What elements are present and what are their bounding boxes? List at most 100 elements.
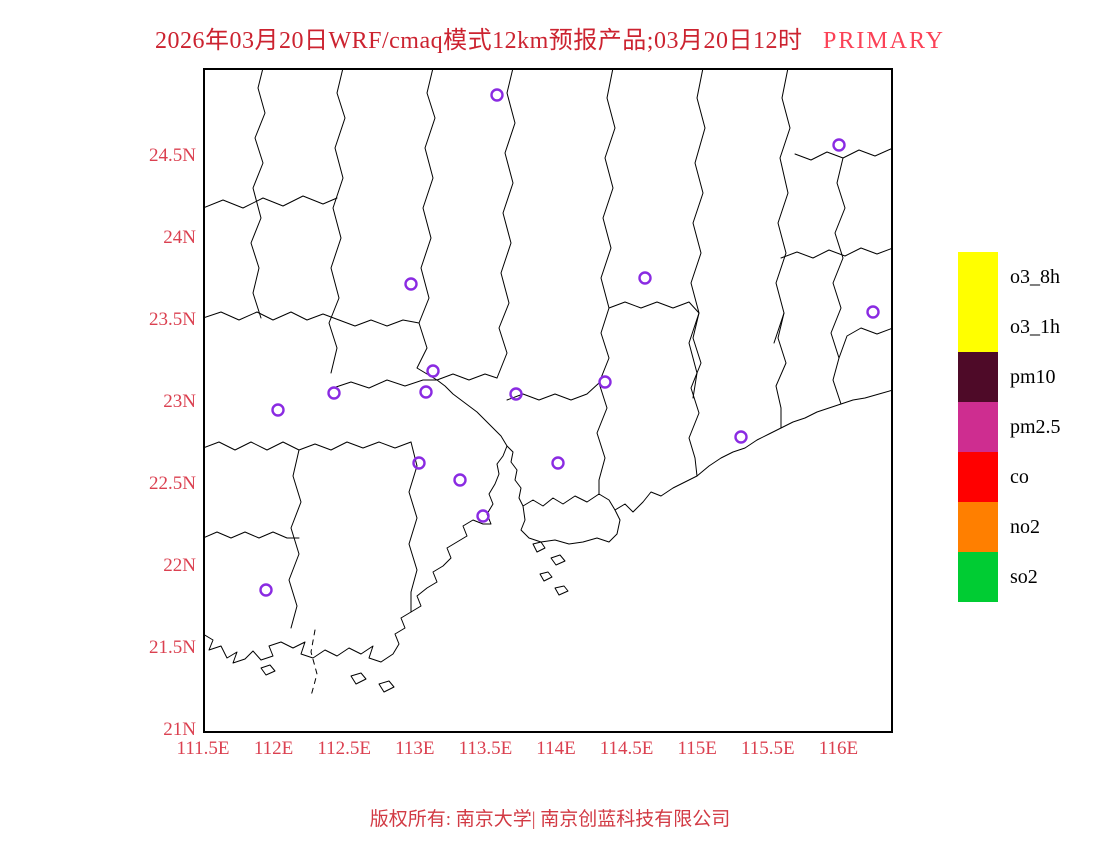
legend-label: pm2.5 (1010, 415, 1061, 438)
map-frame (203, 68, 893, 733)
city-marker (327, 386, 341, 400)
legend-label: pm10 (1010, 365, 1056, 388)
county-boundary (496, 68, 516, 379)
city-marker (412, 456, 426, 470)
city-marker (734, 430, 748, 444)
island (260, 664, 276, 676)
lon-tick-label: 115.5E (740, 738, 795, 759)
county-boundary (203, 311, 340, 321)
dashed-maritime-line (310, 629, 318, 697)
hk-boundary (520, 505, 621, 545)
island (350, 672, 367, 685)
legend-item-pm10: pm10 (958, 352, 1061, 402)
legend-item-o3_1h: o3_1h (958, 302, 1061, 352)
county-boundary (688, 312, 702, 477)
legend-label: so2 (1010, 565, 1038, 588)
city-markers-layer (259, 88, 880, 597)
legend-swatch (958, 452, 998, 502)
legend-label: co (1010, 465, 1029, 488)
legend-swatch (958, 302, 998, 352)
lon-tick-label: 114.5E (599, 738, 654, 759)
county-boundary (288, 449, 302, 629)
lat-tick-label: 23.5N (149, 308, 196, 330)
city-marker (551, 456, 565, 470)
county-boundary (830, 157, 846, 405)
legend-swatch (958, 252, 998, 302)
lon-tick-label: 112.5E (317, 738, 372, 759)
county-boundary (408, 441, 418, 613)
legend-label: o3_1h (1010, 315, 1060, 338)
city-marker (490, 88, 504, 102)
lat-tick-label: 22.5N (149, 472, 196, 494)
city-marker (598, 375, 612, 389)
city-marker (259, 583, 273, 597)
lat-tick-label: 24N (163, 226, 196, 248)
lon-tick-label: 116E (818, 738, 859, 759)
legend-item-so2: so2 (958, 552, 1061, 602)
legend-label: o3_8h (1010, 265, 1060, 288)
legend-swatch (958, 552, 998, 602)
legend-swatch (958, 352, 998, 402)
county-boundary (250, 68, 266, 319)
county-boundary (328, 68, 346, 374)
lon-tick-label: 112E (253, 738, 294, 759)
county-boundary (338, 319, 420, 327)
map-canvas (203, 68, 893, 733)
county-boundary (416, 68, 438, 381)
legend-item-no2: no2 (958, 502, 1061, 552)
lat-tick-label: 21.5N (149, 636, 196, 658)
legend-item-pm2.5: pm2.5 (958, 402, 1061, 452)
island (378, 680, 395, 693)
legend-item-o3_8h: o3_8h (958, 252, 1061, 302)
lat-tick-label: 24.5N (149, 144, 196, 166)
copyright-text: 版权所有: 南京大学| 南京创蓝科技有限公司 (369, 809, 731, 830)
county-boundary (203, 441, 412, 451)
legend-label: no2 (1010, 515, 1040, 538)
coastline (203, 389, 893, 664)
map-area (203, 68, 893, 733)
river-boundary (436, 379, 508, 447)
province-boundaries (203, 68, 893, 697)
county-boundary (332, 379, 438, 389)
title-text: 2026年03月20日WRF/cmaq模式12km预报产品;03月20日12时 (154, 28, 803, 54)
county-boundary (773, 68, 791, 344)
county-boundary (596, 307, 610, 495)
lon-tick-label: 111.5E (176, 738, 230, 759)
city-marker (509, 387, 523, 401)
county-boundary (775, 312, 787, 429)
island (550, 554, 566, 566)
lon-tick-label: 114E (536, 738, 576, 759)
county-boundary (203, 195, 338, 209)
page-title: 2026年03月20日WRF/cmaq模式12km预报产品;03月20日12时 … (0, 20, 1100, 55)
city-marker (832, 138, 846, 152)
island (532, 541, 546, 553)
lat-tick-label: 22N (163, 554, 196, 576)
lon-tick-label: 113E (395, 738, 435, 759)
island (539, 571, 553, 582)
legend: o3_8h o3_1h pm10 pm2.5 co no2 so2 (958, 252, 1061, 602)
county-boundary (794, 147, 893, 161)
lat-tick-label: 21N (163, 718, 196, 740)
island (554, 585, 569, 596)
county-boundary (506, 382, 600, 401)
lat-tick-label: 23N (163, 390, 196, 412)
city-marker (866, 305, 880, 319)
county-boundary (436, 373, 498, 381)
county-boundary (688, 68, 706, 399)
city-marker (426, 364, 440, 378)
legend-item-co: co (958, 452, 1061, 502)
lon-tick-label: 113.5E (458, 738, 513, 759)
county-boundary (600, 68, 616, 309)
legend-swatch (958, 402, 998, 452)
lon-tick-label: 115E (677, 738, 717, 759)
county-boundary (608, 301, 700, 314)
county-boundary (838, 327, 893, 359)
legend-swatch (958, 502, 998, 552)
city-marker (404, 277, 418, 291)
city-marker (638, 271, 652, 285)
city-marker (419, 385, 433, 399)
county-boundary (780, 247, 893, 259)
county-boundary (203, 531, 300, 539)
city-marker (271, 403, 285, 417)
